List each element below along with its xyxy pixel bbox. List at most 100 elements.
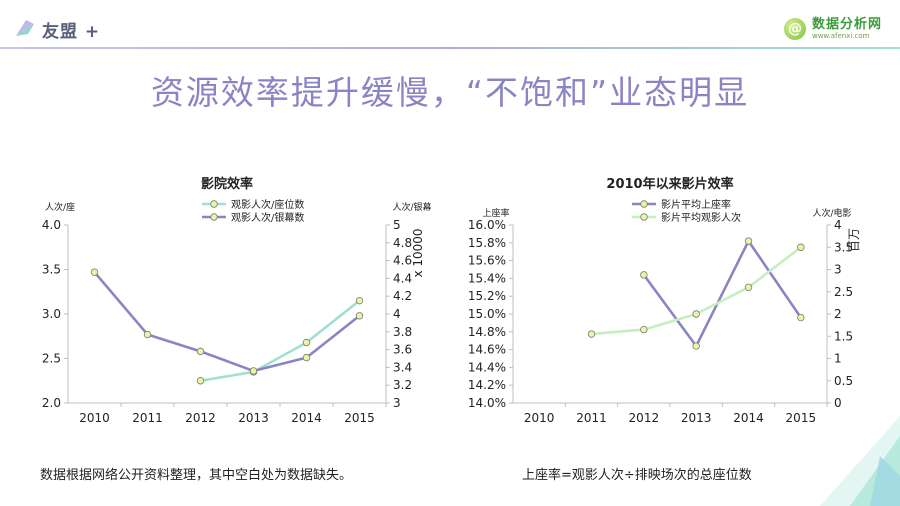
slide-title: 资源效率提升缓慢，“不饱和”业态明显: [150, 73, 750, 112]
data-point-series-2: [302, 353, 311, 362]
y-left-tick-label: 2.0: [42, 396, 61, 410]
data-point-series-2: [196, 347, 205, 356]
y-left-tick-label: 14.8%: [468, 325, 506, 339]
legend-marker-1: [640, 200, 648, 208]
y-left-tick-label: 15.2%: [468, 289, 506, 303]
y-right-tick-label: 4: [834, 218, 842, 232]
y-right-tick-label: 4: [393, 307, 401, 321]
data-point-series-2: [249, 367, 258, 375]
afenxi-logo-cn: 数据分析网: [811, 17, 882, 32]
data-point-series-2: [797, 243, 805, 251]
data-point-series-2: [143, 330, 152, 339]
y-right-tick-label: 4.2: [393, 289, 412, 303]
y-left-axis-label: 上座率: [482, 207, 509, 219]
x-tick-label: 2013: [238, 411, 269, 425]
series-line-1: [200, 299, 361, 383]
data-point-series-1: [692, 342, 700, 350]
x-tick-label: 2015: [786, 411, 817, 425]
data-point-series-1: [797, 313, 805, 322]
y-right-tick-label: 3.4: [393, 360, 412, 374]
x-tick-label: 2012: [629, 411, 660, 425]
y-right-tick-label: 0: [834, 396, 842, 410]
afenxi-logo: @ 数据分析网 www.afenxi.com: [783, 17, 882, 40]
source-note: 数据根据网络公开资料整理，其中空白处为数据缺失。: [40, 468, 353, 483]
y-right-tick-label: 3.5: [834, 240, 853, 254]
data-point-series-1: [196, 377, 205, 385]
chart-title: 2010年以来影片效率: [606, 176, 733, 192]
series-line-1: [642, 239, 802, 348]
film-efficiency-chart-svg: 2010年以来影片效率 14.0% 14.2% 14.4% 14.6% 14.8% 15.0…: [468, 176, 861, 425]
y-right-tick-label: 3: [834, 263, 842, 277]
x-tick-label: 2010: [524, 411, 555, 425]
data-point-series-1: [744, 237, 753, 245]
data-point-series-2: [692, 310, 700, 318]
y-right-multiplier: 百万: [847, 228, 861, 252]
x-tick-label: 2012: [185, 411, 216, 425]
data-point-series-2: [90, 268, 99, 276]
x-tick-label: 2011: [576, 411, 607, 425]
y-right-axis-label: 人次/电影: [812, 207, 851, 219]
y-right-tick-label: 4.6: [393, 254, 412, 268]
y-right-tick-label: 3.8: [393, 325, 412, 339]
y-right-axis-label: 人次/银幕: [392, 201, 431, 213]
series-line-2: [93, 271, 361, 373]
x-tick-label: 2014: [733, 411, 764, 425]
cinema-efficiency-chart: 影院效率 2.0 2.5 3.0 3.5 4.0 3 3.2 3.4 3.6 3.8 4 4.2 4.4 4…: [20, 168, 450, 433]
umeng-feather-icon: [16, 20, 34, 36]
legend-label-1: 观影人次/座位数: [231, 198, 304, 211]
y-left-tick-label: 16.0%: [468, 218, 506, 232]
formula-note: 上座率=观影人次÷排映场次的总座位数: [522, 468, 752, 483]
y-right-tick-label: 1: [834, 352, 842, 366]
legend-marker-2: [210, 213, 218, 221]
corner-decoration: [820, 416, 900, 506]
legend-marker-2: [640, 213, 648, 221]
y-right-tick-label: 5: [393, 218, 401, 232]
legend-label-1: 影片平均上座率: [661, 198, 731, 211]
y-right-tick-label: 4.4: [393, 271, 412, 285]
x-tick-label: 2010: [79, 411, 110, 425]
legend-label-2: 观影人次/银幕数: [231, 211, 304, 224]
x-tick-label: 2014: [291, 411, 322, 425]
x-tick-label: 2015: [344, 411, 375, 425]
y-left-tick-label: 15.6%: [468, 254, 506, 268]
y-left-tick-label: 15.8%: [468, 236, 506, 250]
data-point-series-2: [744, 283, 753, 291]
data-point-series-2: [587, 330, 596, 338]
data-point-series-1: [640, 271, 648, 279]
data-point-series-2: [640, 325, 648, 334]
y-left-tick-label: 14.4%: [468, 360, 506, 374]
cinema-efficiency-chart-svg: 影院效率 2.0 2.5 3.0 3.5 4.0 3 3.2 3.4 3.6 3.8 4 4.2 4.4 4…: [42, 176, 432, 425]
y-right-tick-label: 0.5: [834, 374, 853, 388]
y-left-tick-label: 2.5: [42, 352, 61, 366]
y-left-tick-label: 4.0: [42, 218, 61, 232]
x-tick-label: 2013: [681, 411, 712, 425]
y-right-multiplier: x 10000: [411, 228, 425, 277]
data-point-series-1: [302, 338, 311, 347]
data-point-series-1: [355, 296, 364, 305]
y-left-axis-label: 人次/座: [45, 201, 75, 213]
y-right-tick-label: 3.2: [393, 378, 412, 392]
series-line-2: [591, 246, 802, 336]
y-left-tick-label: 3.5: [42, 263, 61, 277]
film-efficiency-chart: 2010年以来影片效率 14.0% 14.2% 14.4% 14.6% 14.8% 15.0…: [460, 168, 880, 433]
legend-marker-1: [210, 200, 218, 208]
y-right-tick-label: 2: [834, 307, 842, 321]
at-sign-icon: @: [783, 18, 806, 40]
y-right-tick-label: 2.5: [834, 285, 853, 299]
x-tick-label: 2011: [132, 411, 163, 425]
y-left-tick-label: 14.0%: [468, 396, 506, 410]
y-left-tick-label: 15.0%: [468, 307, 506, 321]
legend-label-2: 影片平均观影人次: [661, 211, 741, 224]
brand-logo-text: 友盟 +: [42, 21, 101, 42]
y-left-tick-label: 14.6%: [468, 343, 506, 357]
data-point-series-2: [355, 312, 364, 320]
y-right-tick-label: 3: [393, 396, 401, 410]
y-right-tick-label: 3.6: [393, 343, 412, 357]
y-right-tick-label: 4.8: [393, 236, 412, 250]
y-left-tick-label: 14.2%: [468, 378, 506, 392]
y-left-tick-label: 15.4%: [468, 271, 506, 285]
chart-title: 影院效率: [201, 176, 253, 192]
brand-logo: 友盟 +: [14, 16, 100, 42]
header-divider: [0, 47, 900, 49]
y-left-tick-label: 3.0: [42, 307, 61, 321]
